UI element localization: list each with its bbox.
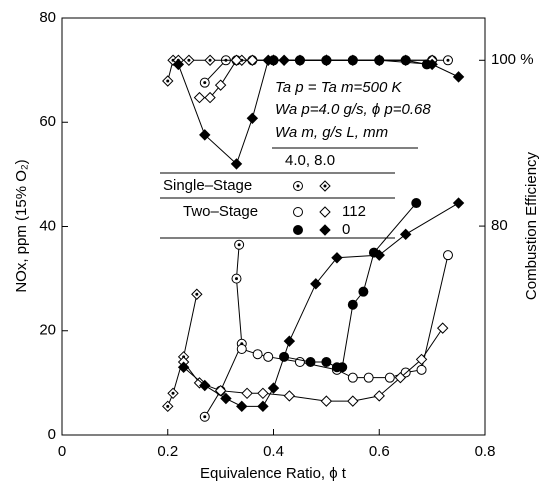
marker-dot (187, 58, 191, 62)
marker (399, 228, 412, 241)
marker (246, 112, 259, 125)
marker (310, 278, 322, 290)
x-axis-label: Equivalence Ratio, ϕ t (200, 465, 347, 482)
marker (305, 357, 316, 368)
annotation: Ta p = Ta m=500 K (275, 79, 402, 96)
marker (394, 371, 407, 384)
legend-markers (293, 180, 331, 236)
marker (294, 55, 305, 66)
marker (236, 343, 247, 354)
series-line (183, 202, 459, 407)
marker (319, 224, 331, 236)
marker (230, 158, 243, 170)
y-tick-label: 40 (39, 217, 56, 234)
marker (257, 387, 269, 400)
marker (416, 364, 427, 375)
marker (421, 59, 432, 70)
y2-axis-label: Combustion Efficiency (523, 151, 540, 300)
marker (373, 249, 385, 261)
marker (358, 286, 369, 297)
marker (347, 395, 359, 407)
marker (337, 362, 348, 373)
x-tick-label: 0.4 (263, 443, 284, 460)
x-tick-label: 0.2 (157, 443, 178, 460)
y-axis-label: NOx, ppm (15% O₂) (13, 159, 30, 292)
marker (347, 372, 358, 383)
marker (320, 395, 333, 407)
legend-label: Two–Stage (183, 203, 258, 220)
marker-dot (203, 81, 207, 85)
marker (347, 299, 358, 310)
marker-dot (166, 79, 170, 83)
legend-label: Single–Stage (163, 177, 252, 194)
marker (415, 353, 428, 366)
y-tick-label: 60 (39, 113, 56, 130)
marker (246, 54, 259, 66)
marker (177, 361, 190, 373)
marker-dot (237, 243, 241, 247)
marker (268, 55, 279, 66)
marker (400, 55, 411, 66)
marker (214, 79, 227, 91)
marker (373, 390, 385, 402)
y2-tick-label: 80 (491, 217, 508, 234)
marker (321, 357, 332, 368)
legend-label: 0 (342, 221, 350, 238)
marker (319, 206, 331, 218)
marker (267, 382, 280, 394)
marker-dot (203, 415, 207, 419)
marker (241, 387, 253, 400)
marker (172, 58, 185, 71)
x-tick-label: 0 (58, 443, 66, 460)
marker (220, 392, 232, 405)
y-tick-label: 80 (39, 9, 56, 26)
marker (283, 390, 296, 402)
annotation: Wa p=4.0 g/s, ϕ p=0.68 (275, 101, 431, 118)
marker (331, 252, 343, 264)
marker (252, 349, 263, 360)
marker (230, 54, 243, 66)
marker-dot (323, 184, 327, 188)
marker (257, 400, 269, 413)
annotation: 4.0, 8.0 (285, 152, 335, 169)
marker (193, 91, 206, 104)
marker-dot (171, 391, 175, 395)
marker (384, 372, 395, 383)
marker (293, 225, 303, 235)
series-line (167, 294, 198, 407)
legend-label: 112 (342, 203, 366, 220)
marker-dot (296, 184, 300, 188)
marker (321, 55, 332, 66)
marker (442, 250, 453, 261)
marker-dot (208, 58, 212, 62)
x-tick-label: 0.8 (475, 443, 496, 460)
marker-dot (166, 404, 170, 408)
marker (436, 322, 449, 334)
y2-tick-label: 100 % (491, 51, 534, 68)
marker (374, 55, 385, 66)
marker (293, 207, 303, 217)
marker (283, 335, 296, 347)
marker (204, 91, 216, 104)
marker-dot (446, 58, 450, 62)
x-tick-label: 0.6 (369, 443, 390, 460)
marker (199, 129, 211, 141)
y-tick-label: 20 (39, 322, 56, 339)
marker (363, 372, 374, 383)
marker (452, 197, 465, 209)
marker-dot (195, 292, 199, 296)
marker (411, 198, 422, 209)
marker (263, 351, 274, 362)
annotation: Wa m, g/s L, mm (275, 124, 388, 141)
y-tick-label: 0 (48, 426, 56, 443)
marker-dot (234, 277, 238, 281)
marker (199, 379, 211, 392)
marker (452, 71, 465, 83)
marker (236, 400, 248, 413)
marker (347, 55, 358, 66)
